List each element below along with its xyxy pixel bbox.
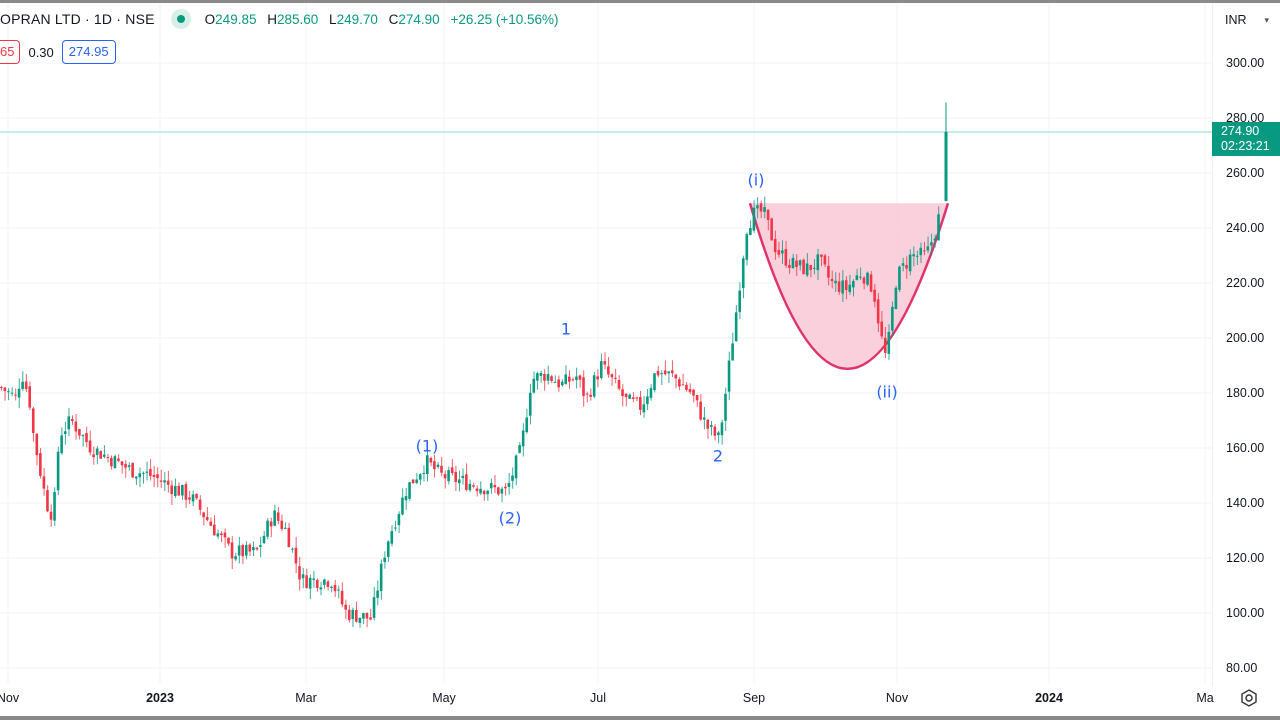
wave-label[interactable]: (2) (498, 508, 522, 528)
market-status-icon (170, 9, 191, 29)
wave-label[interactable]: 2 (712, 446, 724, 466)
price-tick-label: 180.00 (1226, 386, 1265, 400)
time-tick-label: May (432, 691, 456, 705)
high-key: H (267, 11, 277, 27)
low-key: L (329, 11, 337, 27)
close-value: 274.90 (398, 11, 440, 27)
time-tick-label: Sep (742, 691, 766, 705)
time-tick-label: Jul (590, 691, 606, 705)
high-value: 285.60 (276, 11, 319, 27)
price-tick-label: 280.00 (1226, 111, 1265, 125)
low-value: 249.70 (336, 11, 378, 27)
currency-label: INR (1225, 13, 1247, 27)
time-tick-label: Nov (885, 691, 909, 705)
wave-label[interactable]: (1) (415, 436, 439, 456)
wave-label[interactable]: (i) (747, 170, 765, 190)
cup-pattern-curve (748, 202, 950, 370)
time-tick-label: Mar (295, 691, 317, 705)
sell-price-button[interactable]: 65 (0, 40, 21, 64)
price-tick-label: 140.00 (1226, 496, 1265, 510)
buy-price-button[interactable]: 274.95 (61, 40, 116, 64)
symbol-title[interactable]: OPRAN LTD · 1D · NSE (0, 11, 155, 27)
bid-ask-row: 65 0.30 274.95 (0, 40, 116, 64)
price-tick-label: 240.00 (1226, 221, 1265, 235)
time-tick-label: 2024 (1035, 691, 1063, 705)
price-tick-label: 160.00 (1226, 441, 1265, 455)
chevron-down-icon: ▾ (1264, 14, 1269, 25)
chart-plot-area[interactable] (0, 3, 1212, 683)
last-price-value: 274.90 (1221, 124, 1260, 139)
price-tick-label: 260.00 (1226, 166, 1265, 180)
spread-value: 0.30 (28, 44, 54, 60)
open-key: O (204, 11, 216, 27)
price-tick-label: 220.00 (1226, 276, 1265, 290)
price-tick-label: 300.00 (1226, 56, 1265, 70)
wave-label[interactable]: (ii) (876, 382, 898, 402)
time-tick-label: Nov (0, 691, 20, 705)
last-price-label: 274.90 02:23:21 (1212, 122, 1280, 157)
bar-countdown: 02:23:21 (1221, 139, 1270, 154)
price-tick-label: 120.00 (1226, 551, 1265, 565)
time-tick-label: 2023 (146, 691, 174, 705)
ohlc-values: O249.85 H285.60 L249.70 C274.90 +26.25 (… (205, 12, 566, 27)
chart-settings-icon[interactable] (1240, 689, 1258, 707)
symbol-legend: OPRAN LTD · 1D · NSE O249.85 H285.60 L24… (0, 8, 566, 30)
wave-label[interactable]: 1 (560, 319, 572, 339)
price-axis[interactable]: INR ▾ 300.00 280.00 260.00 240.00 220.00 200.… (1212, 3, 1280, 686)
price-tick-label: 200.00 (1226, 331, 1265, 345)
price-tick-label: 80.00 (1226, 661, 1258, 675)
change-value: +26.25 (+10.56%) (450, 11, 559, 27)
time-axis[interactable]: Nov 2023 Mar May Jul Sep Nov 2024 Ma (0, 683, 1214, 713)
currency-selector[interactable]: INR ▾ (1219, 7, 1275, 33)
close-key: C (388, 11, 399, 27)
candlestick-chart[interactable] (0, 3, 1212, 683)
time-tick-label: Ma (1196, 691, 1214, 705)
open-value: 249.85 (215, 11, 257, 27)
price-tick-label: 100.00 (1226, 606, 1265, 620)
